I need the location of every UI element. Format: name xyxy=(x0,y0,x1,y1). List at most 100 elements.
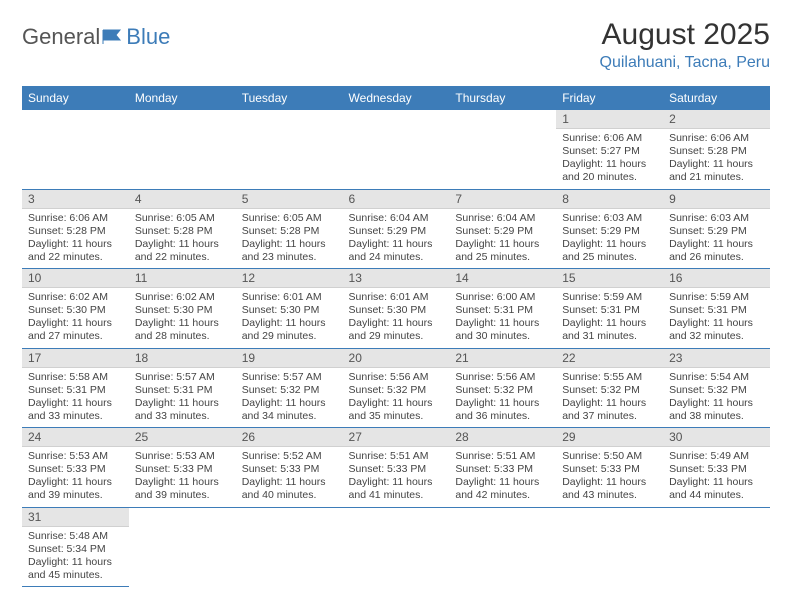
day-number: 11 xyxy=(129,269,236,288)
sunset-text: Sunset: 5:32 PM xyxy=(349,384,444,397)
sunrise-text: Sunrise: 6:01 AM xyxy=(349,291,444,304)
sunrise-text: Sunrise: 6:03 AM xyxy=(562,212,657,225)
sunset-text: Sunset: 5:33 PM xyxy=(669,463,764,476)
calendar-cell xyxy=(343,110,450,189)
sunset-text: Sunset: 5:33 PM xyxy=(455,463,550,476)
calendar-cell: 18Sunrise: 5:57 AMSunset: 5:31 PMDayligh… xyxy=(129,348,236,428)
sunset-text: Sunset: 5:32 PM xyxy=(455,384,550,397)
calendar-cell: 30Sunrise: 5:49 AMSunset: 5:33 PMDayligh… xyxy=(663,428,770,508)
day-info: Sunrise: 6:05 AMSunset: 5:28 PMDaylight:… xyxy=(129,209,236,269)
day-info: Sunrise: 5:53 AMSunset: 5:33 PMDaylight:… xyxy=(129,447,236,507)
calendar-cell: 9Sunrise: 6:03 AMSunset: 5:29 PMDaylight… xyxy=(663,189,770,269)
day-info: Sunrise: 5:51 AMSunset: 5:33 PMDaylight:… xyxy=(343,447,450,507)
calendar-row: 10Sunrise: 6:02 AMSunset: 5:30 PMDayligh… xyxy=(22,269,770,349)
day-info: Sunrise: 5:55 AMSunset: 5:32 PMDaylight:… xyxy=(556,368,663,428)
daylight-text: Daylight: 11 hours and 22 minutes. xyxy=(28,238,123,264)
sunrise-text: Sunrise: 6:02 AM xyxy=(28,291,123,304)
daylight-text: Daylight: 11 hours and 34 minutes. xyxy=(242,397,337,423)
calendar-cell: 6Sunrise: 6:04 AMSunset: 5:29 PMDaylight… xyxy=(343,189,450,269)
page-title: August 2025 xyxy=(600,18,770,52)
sunset-text: Sunset: 5:31 PM xyxy=(135,384,230,397)
sunrise-text: Sunrise: 6:06 AM xyxy=(28,212,123,225)
daylight-text: Daylight: 11 hours and 29 minutes. xyxy=(242,317,337,343)
calendar-cell: 13Sunrise: 6:01 AMSunset: 5:30 PMDayligh… xyxy=(343,269,450,349)
calendar-cell: 5Sunrise: 6:05 AMSunset: 5:28 PMDaylight… xyxy=(236,189,343,269)
calendar-cell: 16Sunrise: 5:59 AMSunset: 5:31 PMDayligh… xyxy=(663,269,770,349)
weekday-header: Thursday xyxy=(449,86,556,110)
calendar-cell xyxy=(343,507,450,587)
calendar-cell: 19Sunrise: 5:57 AMSunset: 5:32 PMDayligh… xyxy=(236,348,343,428)
calendar-cell: 11Sunrise: 6:02 AMSunset: 5:30 PMDayligh… xyxy=(129,269,236,349)
day-number: 13 xyxy=(343,269,450,288)
daylight-text: Daylight: 11 hours and 25 minutes. xyxy=(562,238,657,264)
day-info: Sunrise: 5:59 AMSunset: 5:31 PMDaylight:… xyxy=(556,288,663,348)
logo-text-1: General xyxy=(22,24,100,50)
sunset-text: Sunset: 5:30 PM xyxy=(135,304,230,317)
weekday-header: Sunday xyxy=(22,86,129,110)
daylight-text: Daylight: 11 hours and 32 minutes. xyxy=(669,317,764,343)
daylight-text: Daylight: 11 hours and 27 minutes. xyxy=(28,317,123,343)
calendar-cell xyxy=(236,507,343,587)
day-number: 26 xyxy=(236,428,343,447)
daylight-text: Daylight: 11 hours and 38 minutes. xyxy=(669,397,764,423)
calendar-cell: 12Sunrise: 6:01 AMSunset: 5:30 PMDayligh… xyxy=(236,269,343,349)
day-info: Sunrise: 6:06 AMSunset: 5:28 PMDaylight:… xyxy=(663,129,770,189)
calendar-cell: 14Sunrise: 6:00 AMSunset: 5:31 PMDayligh… xyxy=(449,269,556,349)
daylight-text: Daylight: 11 hours and 39 minutes. xyxy=(135,476,230,502)
logo: General Blue xyxy=(22,24,170,50)
calendar-cell: 1Sunrise: 6:06 AMSunset: 5:27 PMDaylight… xyxy=(556,110,663,189)
sunrise-text: Sunrise: 5:48 AM xyxy=(28,530,123,543)
day-info: Sunrise: 5:59 AMSunset: 5:31 PMDaylight:… xyxy=(663,288,770,348)
day-number: 15 xyxy=(556,269,663,288)
day-number: 14 xyxy=(449,269,556,288)
sunrise-text: Sunrise: 5:51 AM xyxy=(455,450,550,463)
day-info: Sunrise: 5:52 AMSunset: 5:33 PMDaylight:… xyxy=(236,447,343,507)
calendar-cell: 31Sunrise: 5:48 AMSunset: 5:34 PMDayligh… xyxy=(22,507,129,587)
calendar-cell: 4Sunrise: 6:05 AMSunset: 5:28 PMDaylight… xyxy=(129,189,236,269)
calendar-cell: 26Sunrise: 5:52 AMSunset: 5:33 PMDayligh… xyxy=(236,428,343,508)
daylight-text: Daylight: 11 hours and 30 minutes. xyxy=(455,317,550,343)
day-number: 27 xyxy=(343,428,450,447)
calendar-cell: 8Sunrise: 6:03 AMSunset: 5:29 PMDaylight… xyxy=(556,189,663,269)
calendar-cell: 24Sunrise: 5:53 AMSunset: 5:33 PMDayligh… xyxy=(22,428,129,508)
sunset-text: Sunset: 5:31 PM xyxy=(455,304,550,317)
day-number: 1 xyxy=(556,110,663,129)
daylight-text: Daylight: 11 hours and 26 minutes. xyxy=(669,238,764,264)
sunrise-text: Sunrise: 5:55 AM xyxy=(562,371,657,384)
sunrise-text: Sunrise: 5:54 AM xyxy=(669,371,764,384)
calendar-cell: 10Sunrise: 6:02 AMSunset: 5:30 PMDayligh… xyxy=(22,269,129,349)
day-number: 4 xyxy=(129,190,236,209)
day-number: 19 xyxy=(236,349,343,368)
day-info: Sunrise: 6:06 AMSunset: 5:28 PMDaylight:… xyxy=(22,209,129,269)
daylight-text: Daylight: 11 hours and 20 minutes. xyxy=(562,158,657,184)
calendar-cell: 22Sunrise: 5:55 AMSunset: 5:32 PMDayligh… xyxy=(556,348,663,428)
sunrise-text: Sunrise: 5:51 AM xyxy=(349,450,444,463)
calendar-cell xyxy=(129,110,236,189)
sunset-text: Sunset: 5:32 PM xyxy=(242,384,337,397)
daylight-text: Daylight: 11 hours and 44 minutes. xyxy=(669,476,764,502)
day-number: 25 xyxy=(129,428,236,447)
day-info: Sunrise: 6:02 AMSunset: 5:30 PMDaylight:… xyxy=(22,288,129,348)
sunset-text: Sunset: 5:33 PM xyxy=(28,463,123,476)
daylight-text: Daylight: 11 hours and 37 minutes. xyxy=(562,397,657,423)
day-number: 28 xyxy=(449,428,556,447)
day-info: Sunrise: 6:04 AMSunset: 5:29 PMDaylight:… xyxy=(343,209,450,269)
day-info: Sunrise: 5:48 AMSunset: 5:34 PMDaylight:… xyxy=(22,527,129,587)
sunset-text: Sunset: 5:31 PM xyxy=(669,304,764,317)
day-number: 9 xyxy=(663,190,770,209)
daylight-text: Daylight: 11 hours and 43 minutes. xyxy=(562,476,657,502)
day-info: Sunrise: 5:50 AMSunset: 5:33 PMDaylight:… xyxy=(556,447,663,507)
flag-icon xyxy=(102,28,124,46)
sunset-text: Sunset: 5:28 PM xyxy=(28,225,123,238)
calendar-row: 24Sunrise: 5:53 AMSunset: 5:33 PMDayligh… xyxy=(22,428,770,508)
daylight-text: Daylight: 11 hours and 33 minutes. xyxy=(28,397,123,423)
sunset-text: Sunset: 5:33 PM xyxy=(242,463,337,476)
calendar-cell: 7Sunrise: 6:04 AMSunset: 5:29 PMDaylight… xyxy=(449,189,556,269)
calendar-table: Sunday Monday Tuesday Wednesday Thursday… xyxy=(22,86,770,587)
calendar-cell xyxy=(129,507,236,587)
calendar-cell: 2Sunrise: 6:06 AMSunset: 5:28 PMDaylight… xyxy=(663,110,770,189)
day-info: Sunrise: 5:49 AMSunset: 5:33 PMDaylight:… xyxy=(663,447,770,507)
sunset-text: Sunset: 5:34 PM xyxy=(28,543,123,556)
day-info: Sunrise: 6:02 AMSunset: 5:30 PMDaylight:… xyxy=(129,288,236,348)
day-number: 17 xyxy=(22,349,129,368)
